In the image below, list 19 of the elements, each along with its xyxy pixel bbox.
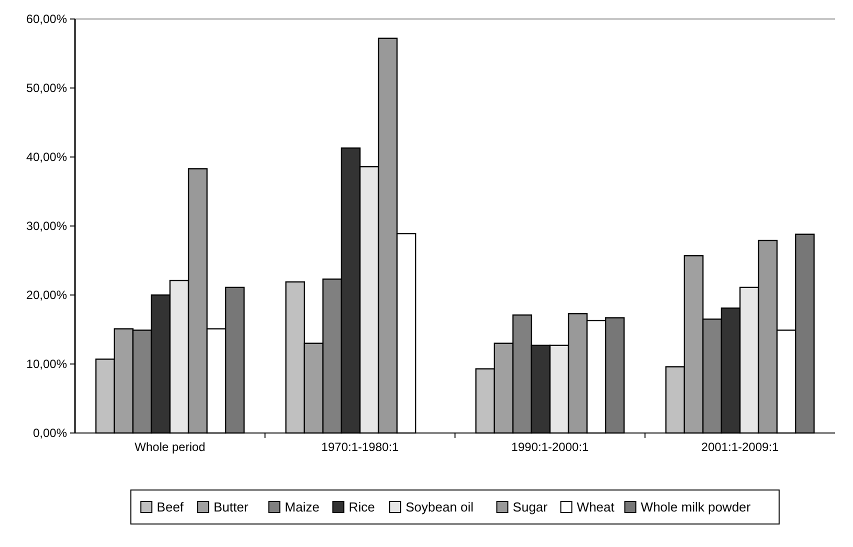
y-tick-label: 30,00% (26, 219, 68, 234)
y-tick-label: 60,00% (26, 12, 68, 26)
legend-label: Sugar (512, 500, 548, 515)
y-tick-label: 0,00% (32, 426, 68, 440)
x-tick-label: Whole period (134, 440, 206, 454)
y-tick-label: 40,00% (26, 150, 68, 164)
legend-label: Whole milk powder (640, 500, 752, 515)
y-tick-label: 20,00% (26, 288, 68, 302)
x-tick-label: 1990:1-2000:1 (511, 440, 590, 454)
legend-label: Wheat (576, 500, 615, 515)
x-tick-label: 1970:1-1980:1 (321, 440, 400, 454)
legend-label: Maize (284, 500, 320, 515)
legend-label: Rice (348, 500, 375, 515)
y-tick-label: 50,00% (26, 81, 68, 96)
legend-label: Beef (156, 500, 184, 515)
legend-label: Soybean oil (406, 500, 474, 515)
legend-label: Butter (214, 500, 249, 515)
x-tick-label: 2001:1-2009:1 (701, 440, 780, 454)
y-tick-label: 10,00% (26, 357, 68, 372)
